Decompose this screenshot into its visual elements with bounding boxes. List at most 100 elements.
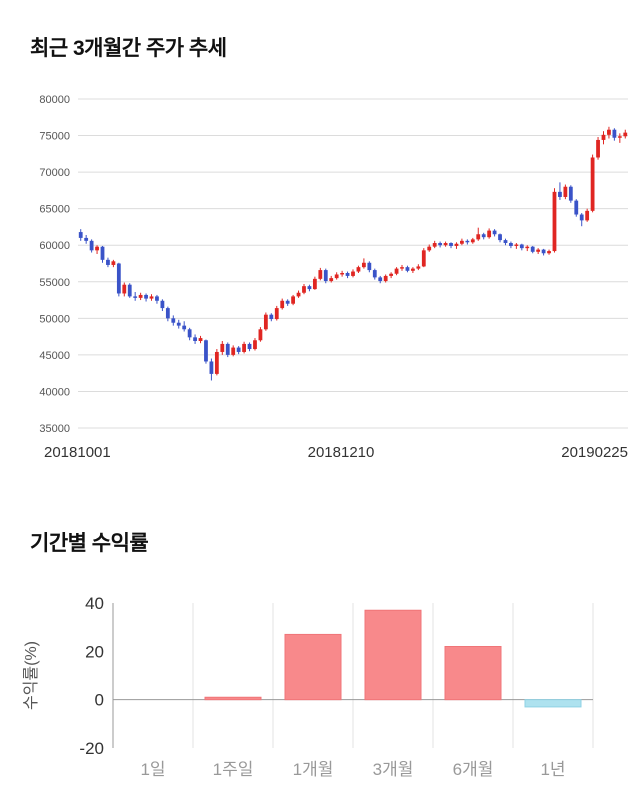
candle-body — [247, 343, 252, 350]
candle-body — [253, 340, 257, 350]
candle-body — [427, 246, 432, 251]
candle-body — [84, 237, 89, 241]
candle-body — [470, 239, 475, 243]
candle-body — [487, 230, 492, 238]
candle-body — [519, 244, 524, 249]
returns-bar-chart: 40 20 0 -20 1일 1주일 1개월 3개월 6개월 1년 수익률(%) — [22, 594, 594, 779]
candle-body — [411, 268, 415, 271]
candle-body — [514, 244, 519, 246]
candle-body — [214, 351, 219, 374]
candle-body — [144, 294, 148, 299]
svg-text:6개월: 6개월 — [453, 760, 494, 779]
svg-text:20: 20 — [85, 642, 104, 661]
candle-body — [367, 262, 372, 271]
svg-text:45000: 45000 — [39, 350, 70, 362]
candle-body — [263, 314, 268, 330]
candle-body — [574, 200, 579, 215]
candle-body — [296, 292, 301, 297]
candle-body — [285, 300, 290, 304]
candle-body — [361, 262, 366, 268]
candle-body — [204, 340, 208, 362]
returns-y-axis-title: 수익률(%) — [22, 641, 40, 710]
svg-text:20181210: 20181210 — [308, 444, 375, 461]
return-bar — [204, 696, 262, 701]
candle-body — [607, 129, 611, 135]
candle-body — [454, 243, 459, 246]
svg-text:20181001: 20181001 — [44, 444, 111, 461]
svg-text:1일: 1일 — [140, 760, 165, 779]
return-bars — [204, 609, 582, 708]
svg-text:35000: 35000 — [39, 423, 70, 435]
return-bar — [524, 699, 582, 708]
candle-body — [432, 243, 437, 247]
candle-body — [318, 270, 323, 279]
svg-text:60000: 60000 — [39, 240, 70, 252]
candle-body — [394, 268, 399, 274]
price-gridlines — [78, 98, 628, 429]
svg-text:3개월: 3개월 — [373, 760, 414, 779]
candle-body — [95, 246, 99, 251]
svg-text:70000: 70000 — [39, 167, 70, 179]
candle-body — [590, 157, 595, 211]
candle-body — [601, 134, 606, 140]
candle-body — [187, 329, 192, 338]
candle-body — [182, 325, 187, 330]
candle-body — [558, 191, 562, 197]
candle-body — [133, 296, 138, 298]
candle-body — [563, 186, 568, 197]
svg-text:1년: 1년 — [540, 760, 565, 779]
candle-body — [547, 251, 551, 254]
price-chart-title: 최근 3개월간 주가 추세 — [30, 37, 227, 60]
svg-text:40: 40 — [85, 594, 104, 613]
svg-text:55000: 55000 — [39, 277, 70, 289]
candle-body — [171, 318, 176, 323]
candle-body — [334, 274, 339, 279]
candle-body — [623, 132, 628, 137]
candle-body — [481, 234, 486, 238]
candle-body — [503, 240, 508, 244]
svg-text:0: 0 — [95, 691, 104, 710]
returns-y-axis-labels: 40 20 0 -20 — [79, 594, 104, 758]
candle-body — [498, 234, 502, 241]
candle-body — [176, 322, 181, 326]
return-bar — [284, 633, 342, 701]
svg-text:1주일: 1주일 — [213, 760, 254, 779]
candle-body — [585, 210, 590, 221]
candle-body — [225, 343, 230, 355]
candle-body — [323, 270, 328, 282]
candle-body — [193, 337, 197, 341]
candle-body — [340, 273, 345, 275]
candle-body — [127, 284, 132, 297]
candle-body — [78, 232, 83, 238]
candle-body — [383, 275, 388, 282]
candle-body — [443, 243, 448, 246]
candlestick-chart: 80000 75000 70000 65000 60000 55000 50000 45000… — [39, 94, 628, 461]
candle-body — [312, 278, 317, 290]
candle-body — [596, 139, 600, 158]
candle-body — [552, 191, 557, 252]
candle-body — [274, 308, 279, 320]
candle-body — [100, 246, 105, 260]
svg-text:65000: 65000 — [39, 204, 70, 216]
candle-body — [280, 300, 285, 309]
candle-body — [400, 267, 404, 269]
candle-body — [372, 270, 377, 278]
svg-text:80000: 80000 — [39, 94, 70, 106]
candles — [78, 126, 628, 381]
svg-text:50000: 50000 — [39, 313, 70, 325]
candle-body — [111, 261, 116, 265]
candle-body — [122, 284, 127, 294]
candle-body — [405, 267, 410, 271]
candle-body — [612, 129, 617, 138]
candle-body — [351, 271, 355, 276]
candle-body — [198, 338, 203, 341]
candle-body — [536, 249, 541, 252]
candle-body — [492, 230, 497, 235]
candle-body — [149, 296, 154, 299]
svg-text:75000: 75000 — [39, 131, 70, 143]
candle-body — [302, 286, 306, 293]
candle-body — [116, 263, 121, 294]
candle-body — [329, 278, 334, 282]
candle-body — [236, 347, 241, 352]
